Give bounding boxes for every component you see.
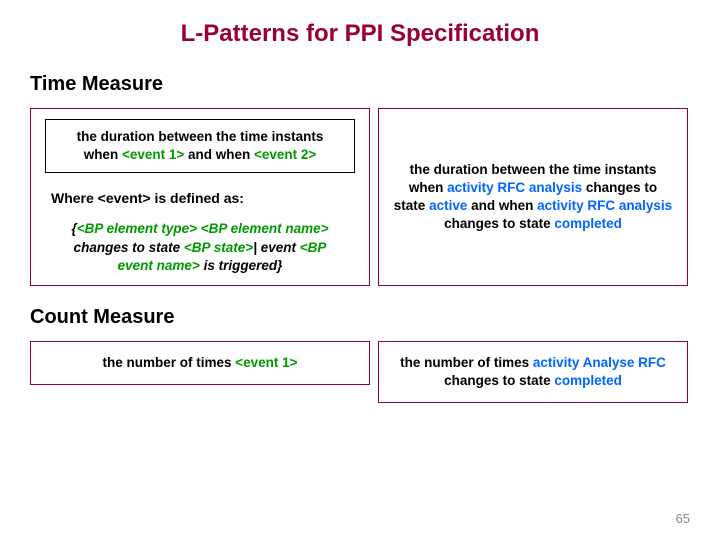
ex-text: the number of times	[400, 355, 533, 370]
pattern-text: the number of times	[102, 355, 235, 370]
ex-text: changes to state	[444, 216, 554, 231]
count-example-box: the number of times activity Analyse RFC…	[378, 341, 688, 403]
pattern-text: and when	[184, 147, 254, 162]
def-token: <BP state>	[184, 240, 253, 255]
def-token: <BP element name>	[201, 221, 329, 236]
time-pattern-box: the duration between the time instants w…	[30, 108, 370, 286]
ex-value: activity RFC analysis	[447, 180, 582, 195]
event-definition: {<BP element type> <BP element name> cha…	[45, 220, 355, 275]
ex-text: and when	[467, 198, 537, 213]
def-token: <BP element type>	[77, 221, 197, 236]
time-example-box: the duration between the time instants w…	[378, 108, 688, 286]
slide-title: L-Patterns for PPI Specification	[30, 20, 690, 48]
count-pattern-box: the number of times <event 1>	[30, 341, 370, 385]
ex-value: completed	[554, 216, 622, 231]
event1-token: <event 1>	[235, 355, 297, 370]
event1-token: <event 1>	[122, 147, 184, 162]
count-example-text: the number of times activity Analyse RFC…	[393, 354, 673, 390]
time-pattern-template: the duration between the time instants w…	[45, 119, 355, 173]
time-measure-row: the duration between the time instants w…	[30, 108, 690, 286]
def-text: changes to state	[74, 240, 184, 255]
ex-text: changes to state	[444, 373, 554, 388]
event2-token: <event 2>	[254, 147, 316, 162]
count-measure-row: the number of times <event 1> the number…	[30, 341, 690, 403]
ex-value: activity Analyse RFC	[533, 355, 666, 370]
section-time-measure: Time Measure	[30, 73, 690, 96]
section-count-measure: Count Measure	[30, 306, 690, 329]
count-pattern-text: the number of times <event 1>	[45, 354, 355, 372]
time-example-text: the duration between the time instants w…	[393, 161, 673, 234]
def-text: | event	[253, 240, 300, 255]
ex-value: active	[429, 198, 467, 213]
ex-value: activity RFC analysis	[537, 198, 672, 213]
page-number: 65	[676, 511, 690, 526]
def-text: is triggered}	[200, 258, 283, 273]
ex-value: completed	[554, 373, 622, 388]
where-label: Where <event> is defined as:	[51, 189, 355, 208]
